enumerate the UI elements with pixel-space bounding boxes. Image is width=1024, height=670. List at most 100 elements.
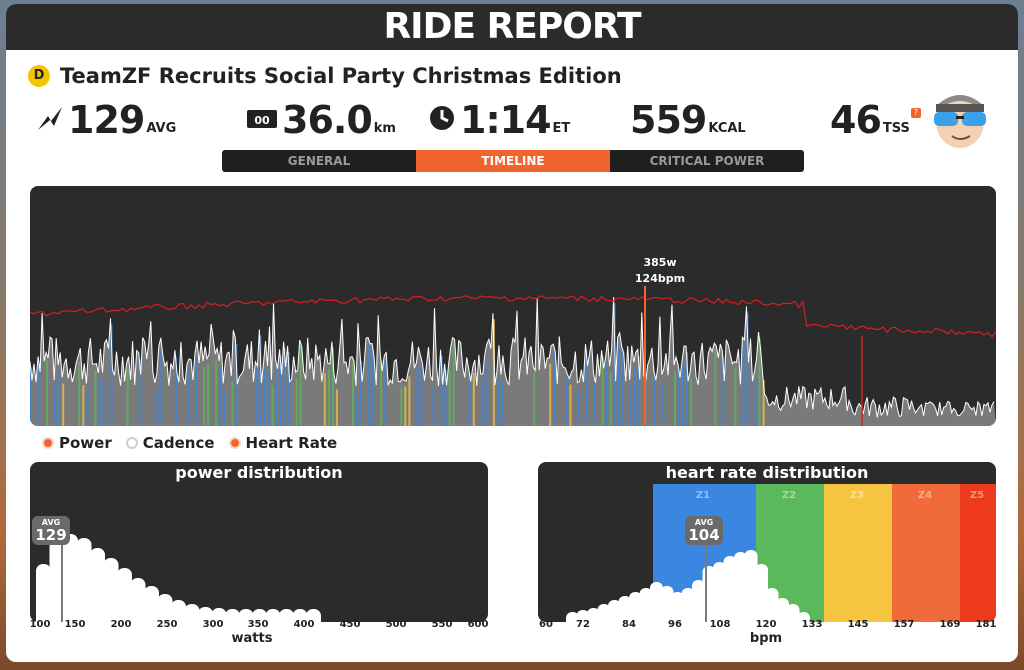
hr-dist-bar: [597, 604, 611, 622]
power-dist-bar: [90, 548, 105, 622]
timeline-plot: [30, 286, 996, 426]
chart-legend: Power Cadence Heart Rate: [42, 434, 351, 452]
power-x-label: watts: [231, 631, 273, 646]
power-zone-stripe: [722, 356, 725, 426]
hr-dist-bar: [566, 612, 579, 622]
power-zone-stripe: [690, 378, 693, 426]
power-dist-bar: [184, 604, 200, 622]
legend-cadence[interactable]: Cadence: [125, 434, 215, 452]
tab-timeline[interactable]: TIMELINE: [416, 150, 610, 172]
power-zone-stripe: [674, 371, 676, 426]
power-zone-stripe: [331, 347, 334, 426]
power-zone-stripe: [38, 362, 41, 426]
power-zone-stripe: [275, 365, 278, 426]
power-zone-stripe: [416, 368, 419, 426]
legend-power-label: Power: [59, 434, 112, 452]
hr-dist-bar: [618, 596, 632, 622]
power-dist-bar: [211, 608, 227, 622]
hr-tick: 72: [576, 619, 590, 630]
power-tick: 350: [247, 619, 269, 630]
hr-tick: 96: [668, 619, 682, 630]
power-zone-stripe: [138, 359, 141, 426]
calories-unit: KCAL: [708, 121, 746, 136]
legend-power[interactable]: Power: [42, 434, 112, 452]
power-distribution-title: power distribution: [175, 463, 343, 482]
zone-label-z3: Z3: [849, 490, 865, 501]
power-zone-stripe: [452, 343, 455, 426]
legend-cadence-toggle-icon: [125, 437, 138, 449]
hr-dist-bar: [629, 592, 642, 622]
power-dist-bar: [306, 609, 321, 622]
power-zone-stripe: [223, 389, 226, 426]
hr-tick: 60: [539, 619, 553, 630]
power-dist-bar: [63, 534, 78, 622]
hr-zone-band: [824, 484, 892, 622]
power-zone-stripe: [432, 386, 435, 426]
legend-hr-toggle-icon: [228, 437, 241, 449]
stat-tss: 46 TSS ?: [830, 96, 921, 140]
power-zone-stripe: [682, 366, 685, 426]
avatar[interactable]: [924, 82, 996, 154]
power-zone-stripe: [54, 386, 57, 426]
power-zone-stripe: [372, 349, 375, 426]
power-zone-stripe: [154, 388, 157, 426]
time-value: 1:14: [460, 98, 552, 142]
power-zone-stripe: [734, 367, 737, 426]
hr-dist-bar: [776, 598, 789, 622]
legend-heart-rate[interactable]: Heart Rate: [228, 434, 338, 452]
hr-dist-bar: [723, 556, 737, 622]
power-value: 129: [68, 98, 145, 142]
power-distribution-plot: [36, 534, 321, 622]
power-dist-bar: [198, 607, 213, 622]
power-zone-stripe: [468, 374, 471, 426]
tss-help-icon[interactable]: ?: [910, 108, 921, 118]
power-zone-stripe: [444, 369, 447, 426]
power-tick: 450: [339, 619, 361, 630]
power-zone-stripe: [633, 368, 636, 426]
power-zone-stripe: [335, 389, 338, 426]
power-tick: 600: [467, 619, 489, 630]
power-zone-stripe: [295, 378, 298, 426]
hr-avg-badge: AVG 104: [685, 516, 723, 545]
power-zone-stripe: [448, 370, 451, 426]
power-zone-stripe: [352, 362, 354, 426]
hr-dist-bar: [786, 604, 800, 622]
timeline-chart[interactable]: 385w 124bpm: [30, 186, 996, 426]
hr-dist-bar: [734, 552, 747, 622]
zone-label-z2: Z2: [781, 490, 797, 501]
power-zone-stripe: [98, 378, 101, 426]
power-zone-stripe: [174, 356, 177, 426]
time-unit: ET: [552, 121, 571, 136]
hr-x-label: bpm: [749, 631, 783, 646]
power-dist-bar: [252, 609, 267, 622]
clock-icon: [428, 104, 456, 136]
legend-hr-label: Heart Rate: [245, 434, 338, 452]
power-zone-stripe: [30, 367, 32, 426]
power-zone-stripe: [283, 347, 286, 426]
power-dist-bar: [171, 600, 186, 622]
power-dist-bar: [144, 586, 159, 622]
power-zone-stripe: [605, 363, 608, 426]
tab-critical-power[interactable]: CRITICAL POWER: [610, 150, 804, 172]
power-unit: AVG: [146, 121, 177, 136]
zone-label-z4: Z4: [917, 490, 933, 501]
power-tick: 300: [202, 619, 224, 630]
hr-dist-bar: [765, 588, 779, 622]
tab-general[interactable]: GENERAL: [222, 150, 416, 172]
power-zone-stripe: [263, 369, 266, 426]
power-zone-stripe: [235, 344, 238, 426]
power-zone-stripe: [360, 361, 363, 426]
power-zone-stripe: [577, 388, 580, 426]
power-zone-stripe: [549, 363, 552, 426]
power-zone-stripe: [82, 385, 85, 426]
power-line: [30, 296, 995, 418]
power-zone-stripe: [496, 377, 499, 426]
power-avg-badge: AVG 129: [32, 516, 70, 545]
power-bolt-icon: [36, 104, 64, 136]
power-tick: 400: [293, 619, 315, 630]
hr-tick: 84: [622, 619, 636, 630]
hr-dist-bar: [576, 610, 590, 622]
hr-dist-bar: [671, 592, 684, 622]
power-zone-stripe: [46, 358, 49, 426]
power-zone-stripe: [472, 373, 475, 426]
